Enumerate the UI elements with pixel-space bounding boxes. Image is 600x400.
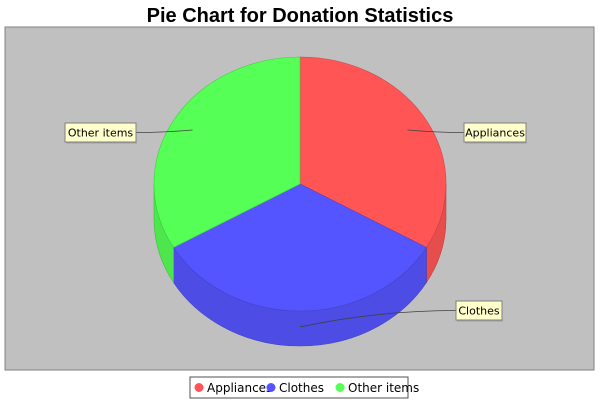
legend-label-other-items: Other items — [348, 381, 419, 395]
pie-group — [153, 56, 447, 347]
slice-labels: Appliances Clothes Other items — [64, 122, 527, 328]
legend-frame — [189, 376, 409, 399]
slice-label-box-clothes — [455, 300, 503, 321]
legend-label-appliances: Appliances — [207, 381, 272, 395]
legend-marker-appliances — [194, 383, 204, 392]
legend-marker-clothes — [266, 383, 276, 392]
leader-line-appliances — [407, 129, 465, 133]
chart-title: Pie Chart for Donation Statistics — [147, 5, 454, 27]
leader-line-other-items — [135, 129, 193, 133]
slice-appliances — [299, 56, 447, 248]
legend: Appliances Clothes Other items — [189, 376, 419, 399]
legend-label-clothes: Clothes — [279, 381, 324, 395]
slice-label-box-other-items — [64, 122, 137, 143]
legend-marker-other-items — [335, 383, 345, 392]
slice-label-appliances: Appliances — [465, 127, 525, 140]
leader-line-clothes — [299, 310, 457, 328]
slice-clothes — [173, 183, 427, 312]
slice-label-box-appliances — [463, 122, 527, 143]
slice-label-other-items: Other items — [68, 127, 134, 140]
slice-other-items — [153, 56, 301, 248]
slice-label-clothes: Clothes — [458, 305, 500, 318]
